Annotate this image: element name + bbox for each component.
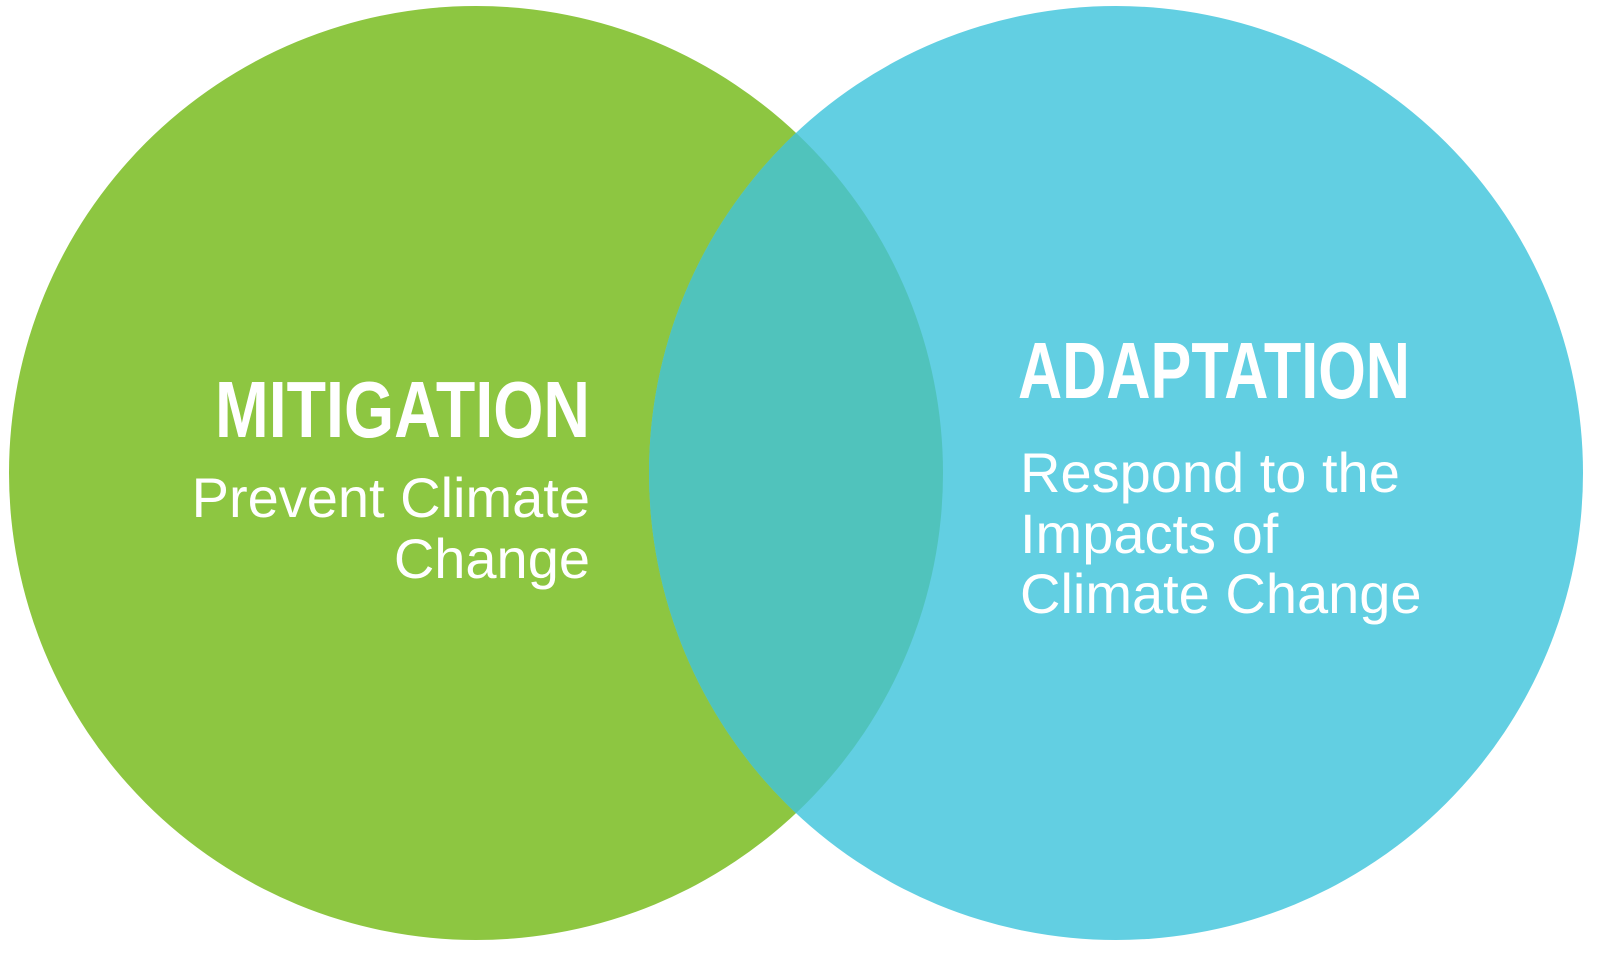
set-description: Climate Change xyxy=(1020,562,1422,625)
set-description: Impacts of xyxy=(1020,502,1279,565)
adaptation-circle xyxy=(649,6,1583,940)
set-description: Respond to the xyxy=(1020,441,1400,504)
mitigation-circle xyxy=(9,6,943,940)
set-title: ADAPTATION xyxy=(1018,326,1410,415)
set-description: Change xyxy=(394,527,590,590)
set-title: MITIGATION xyxy=(215,365,590,454)
set-description: Prevent Climate xyxy=(192,466,590,529)
